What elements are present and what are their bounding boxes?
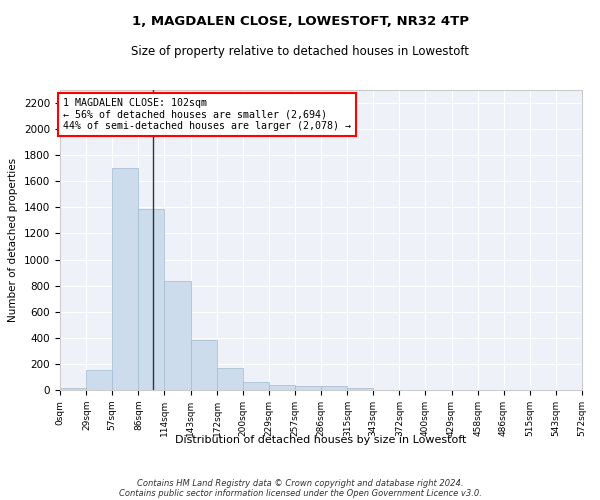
Text: Size of property relative to detached houses in Lowestoft: Size of property relative to detached ho… <box>131 45 469 58</box>
Text: Distribution of detached houses by size in Lowestoft: Distribution of detached houses by size … <box>175 435 467 445</box>
Text: Contains public sector information licensed under the Open Government Licence v3: Contains public sector information licen… <box>119 488 481 498</box>
Bar <box>191 340 217 390</box>
Bar <box>139 208 164 390</box>
Text: Contains HM Land Registry data © Crown copyright and database right 2024.: Contains HM Land Registry data © Crown c… <box>137 478 463 488</box>
Bar <box>347 388 373 390</box>
Bar <box>242 382 269 390</box>
Bar <box>217 368 242 390</box>
Bar <box>321 386 347 390</box>
Bar <box>86 370 112 390</box>
Bar <box>269 386 295 390</box>
Bar <box>295 386 321 390</box>
Text: 1, MAGDALEN CLOSE, LOWESTOFT, NR32 4TP: 1, MAGDALEN CLOSE, LOWESTOFT, NR32 4TP <box>131 15 469 28</box>
Bar <box>60 388 86 390</box>
Bar <box>164 281 191 390</box>
Bar <box>112 168 139 390</box>
Y-axis label: Number of detached properties: Number of detached properties <box>8 158 19 322</box>
Text: 1 MAGDALEN CLOSE: 102sqm
← 56% of detached houses are smaller (2,694)
44% of sem: 1 MAGDALEN CLOSE: 102sqm ← 56% of detach… <box>63 98 351 131</box>
